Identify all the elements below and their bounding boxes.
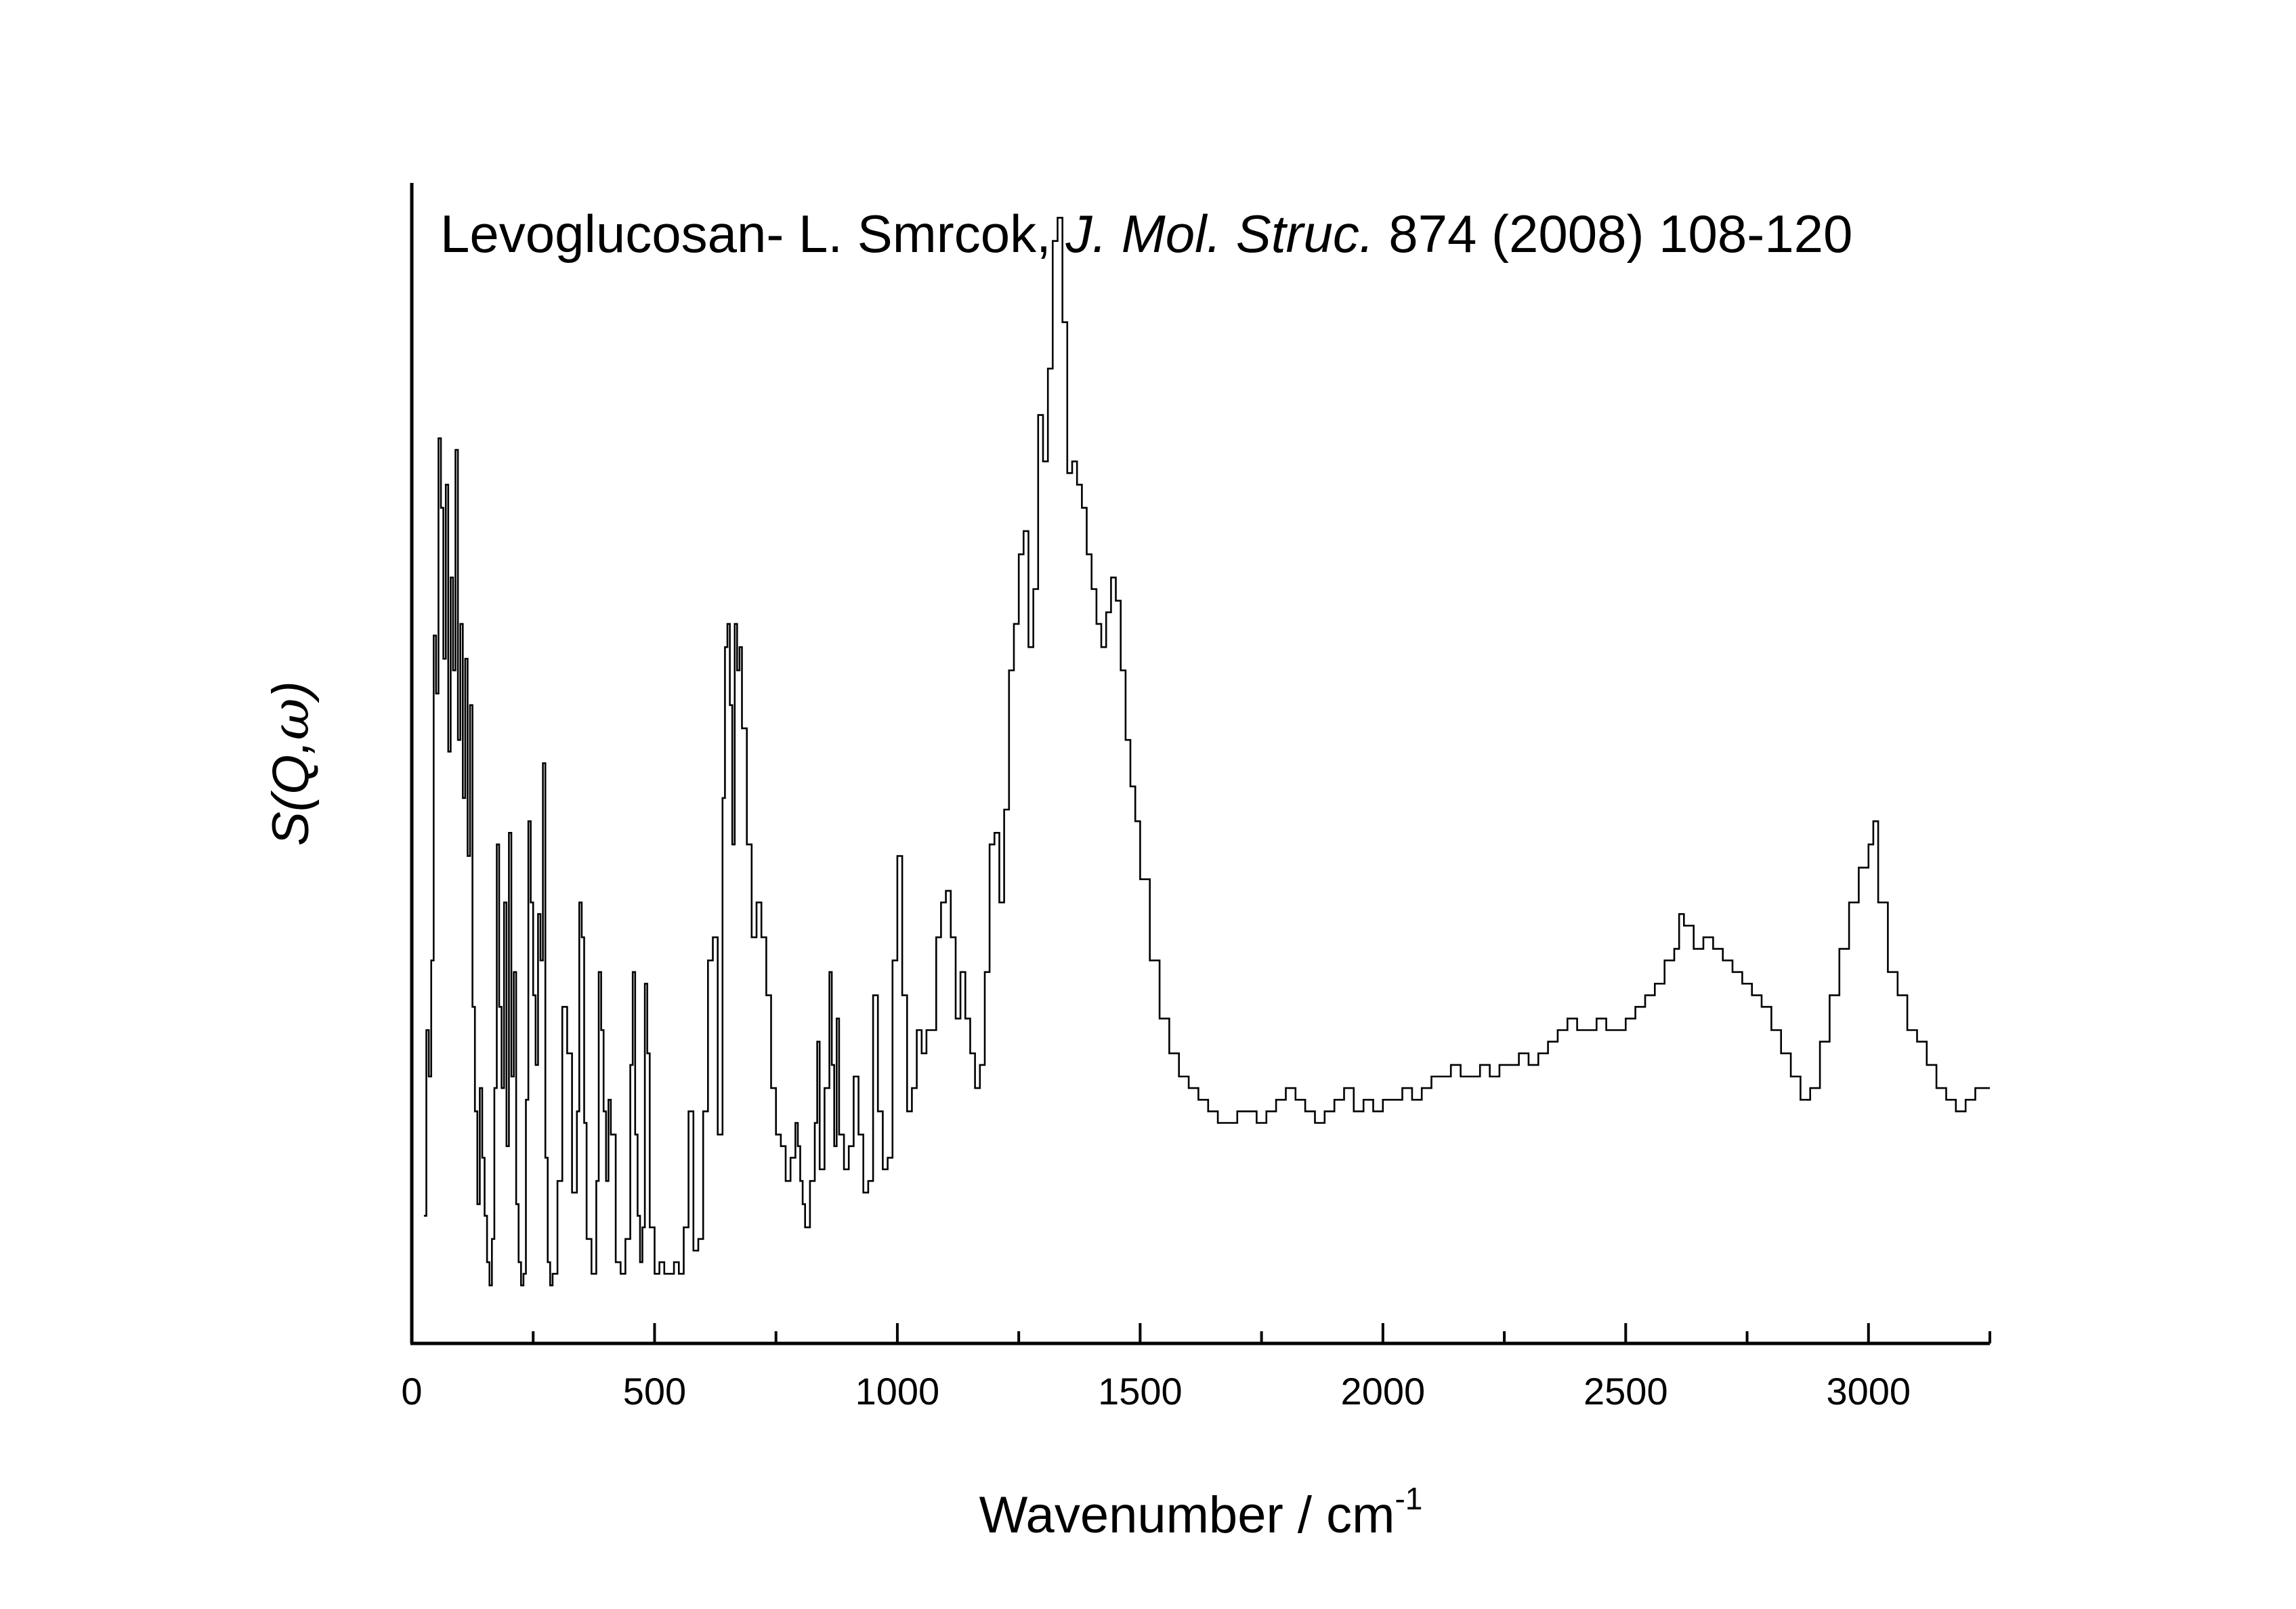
y-axis-title-part: ω [260,698,320,740]
x-ticks [410,1323,1991,1343]
x-tick-labels: 0 500 1000 1500 2000 2500 3000 [401,1370,1911,1413]
chart-title-part: 874 (2008) 108-120 [1374,204,1853,264]
x-tick-label: 0 [401,1370,422,1413]
x-tick-label: 2000 [1341,1370,1426,1413]
x-axis-title: Wavenumber / cm-1 [979,1481,1423,1544]
x-tick-label: 1000 [855,1370,940,1413]
x-tick-label: 3000 [1826,1370,1911,1413]
chart-title: Levoglucosan- L. Smrcok, J. Mol. Struc. … [440,204,1852,264]
chart-title-part: Levoglucosan- L. Smrcok, [440,204,1065,264]
y-axis-title: S(Q,ω) [260,681,320,846]
x-axis-title-superscript: -1 [1395,1481,1422,1516]
series-line-0 [423,217,1990,1287]
x-tick-label: 500 [623,1370,686,1413]
x-axis-title-text: Wavenumber / cm [979,1486,1395,1544]
x-tick-label: 1500 [1098,1370,1183,1413]
x-tick-label: 2500 [1583,1370,1668,1413]
chart-title-part: J. Mol. Struc. [1065,204,1374,264]
axes [410,183,1990,1345]
series [423,217,1990,1287]
labels: Levoglucosan- L. Smrcok, J. Mol. Struc. … [260,204,1852,1544]
y-axis-title-part: S(Q, [262,740,320,846]
